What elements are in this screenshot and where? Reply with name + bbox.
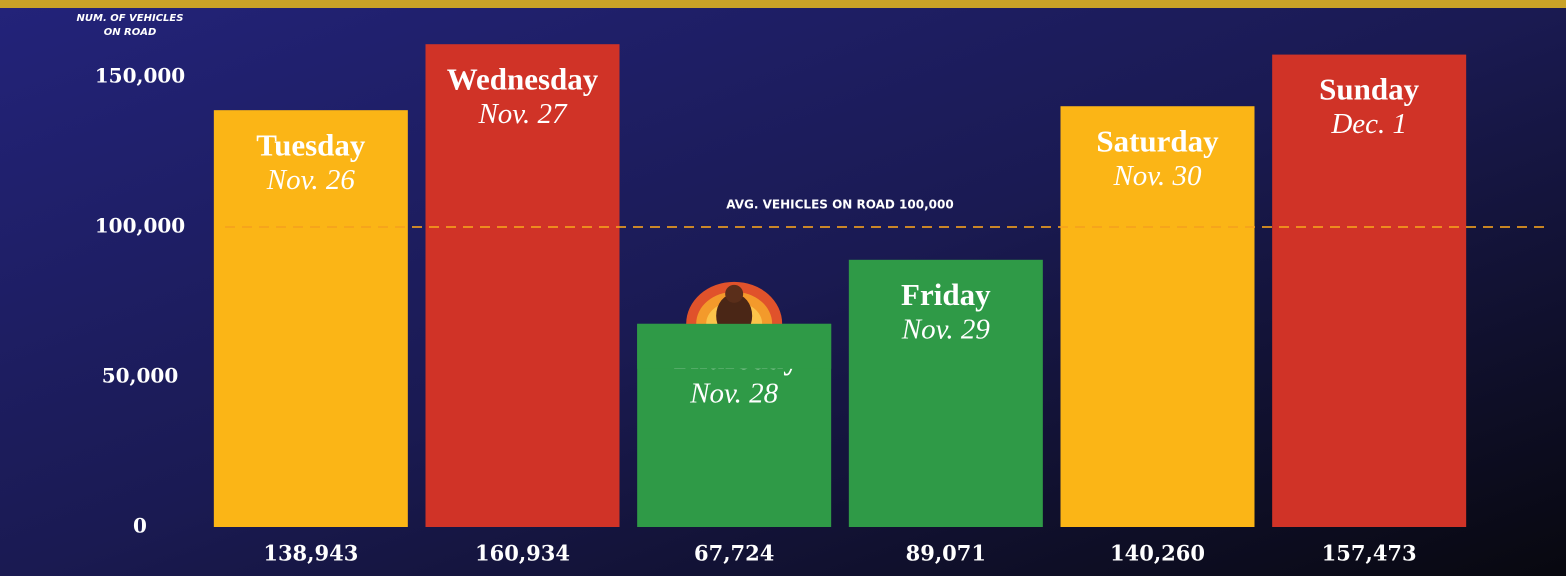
value-label: 160,934: [475, 541, 570, 566]
y-tick-label: 0: [133, 514, 147, 538]
bar-day-label: Wednesday: [447, 61, 599, 96]
value-label: 138,943: [263, 541, 358, 566]
turkey-head: [725, 285, 743, 303]
turkey-cover: [637, 324, 831, 369]
bar-day-label: Tuesday: [256, 127, 366, 162]
value-label: 67,724: [694, 541, 774, 566]
bar-date-label: Nov. 26: [266, 164, 356, 196]
value-label: 157,473: [1322, 541, 1417, 566]
y-tick-label: 50,000: [102, 364, 179, 388]
bar-date-label: Nov. 28: [689, 377, 779, 409]
y-axis-label: NUM. OF VEHICLES: [77, 13, 184, 24]
y-tick-label: 100,000: [95, 214, 185, 238]
top-stripe: [0, 0, 1566, 8]
y-axis-label: ON ROAD: [104, 27, 157, 38]
bar-day-label: Sunday: [1319, 72, 1419, 107]
chart: NUM. OF VEHICLES ON ROAD 0 50,000 100,000 1…: [0, 0, 1566, 576]
bar-date-label: Nov. 29: [901, 313, 991, 345]
bar-day-label: Friday: [901, 277, 991, 312]
y-tick-label: 150,000: [95, 64, 185, 88]
bar-date-label: Nov. 27: [477, 98, 568, 130]
average-label: AVG. VEHICLES ON ROAD 100,000: [726, 198, 953, 212]
value-label: 140,260: [1110, 541, 1205, 566]
value-label: 89,071: [906, 541, 986, 566]
bar-date-label: Nov. 30: [1112, 160, 1202, 192]
bar-date-label: Dec. 1: [1330, 108, 1407, 140]
bar-day-label: Saturday: [1096, 123, 1219, 158]
